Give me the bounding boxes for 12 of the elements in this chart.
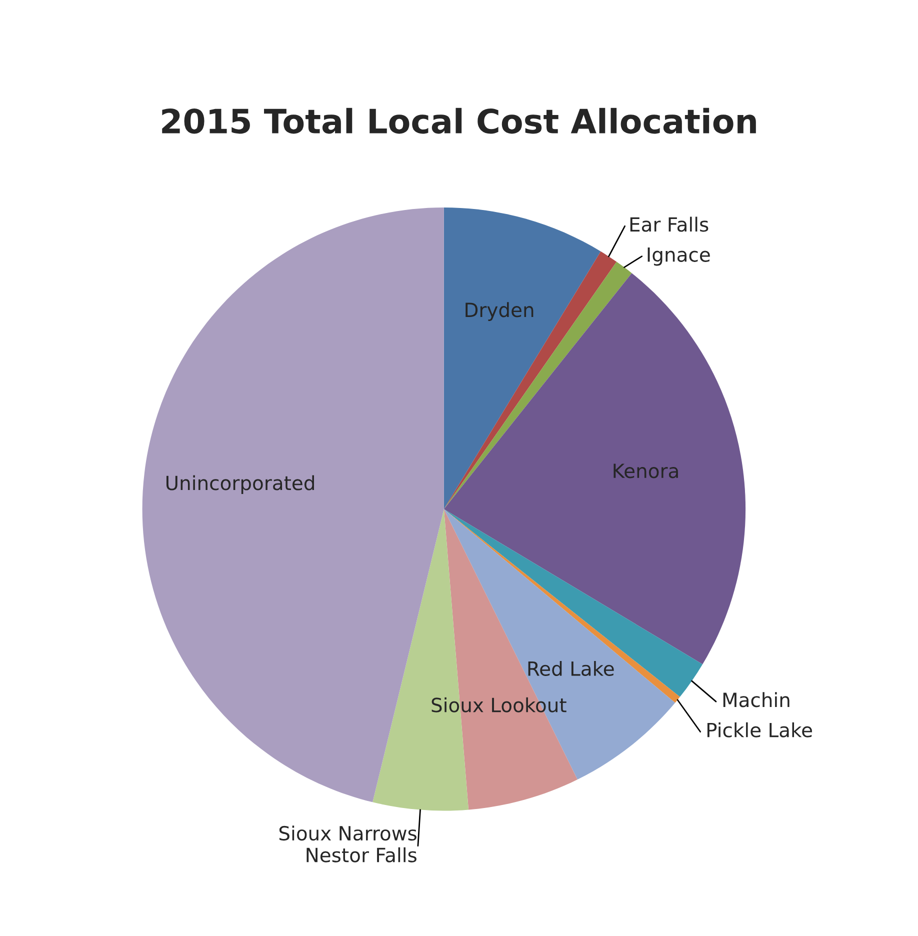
- slice-label: Unincorporated: [166, 475, 314, 494]
- slice-label: Ear Falls: [630, 216, 708, 232]
- pie-slice: [444, 207, 601, 510]
- chart-title: 2015 Total Local Cost Allocation: [162, 108, 756, 134]
- slice-label: Ignace: [648, 247, 710, 266]
- slice-label: Dryden: [466, 302, 534, 321]
- slice-label: Pickle Lake: [707, 722, 812, 738]
- slice-label: Kenora: [614, 464, 678, 478]
- slice-label: Machin: [723, 692, 790, 708]
- slice-label: Sioux Narrows Nestor Falls: [279, 826, 416, 862]
- slice-label: Red Lake: [528, 660, 614, 676]
- slice-label: Sioux Lookout: [432, 697, 566, 712]
